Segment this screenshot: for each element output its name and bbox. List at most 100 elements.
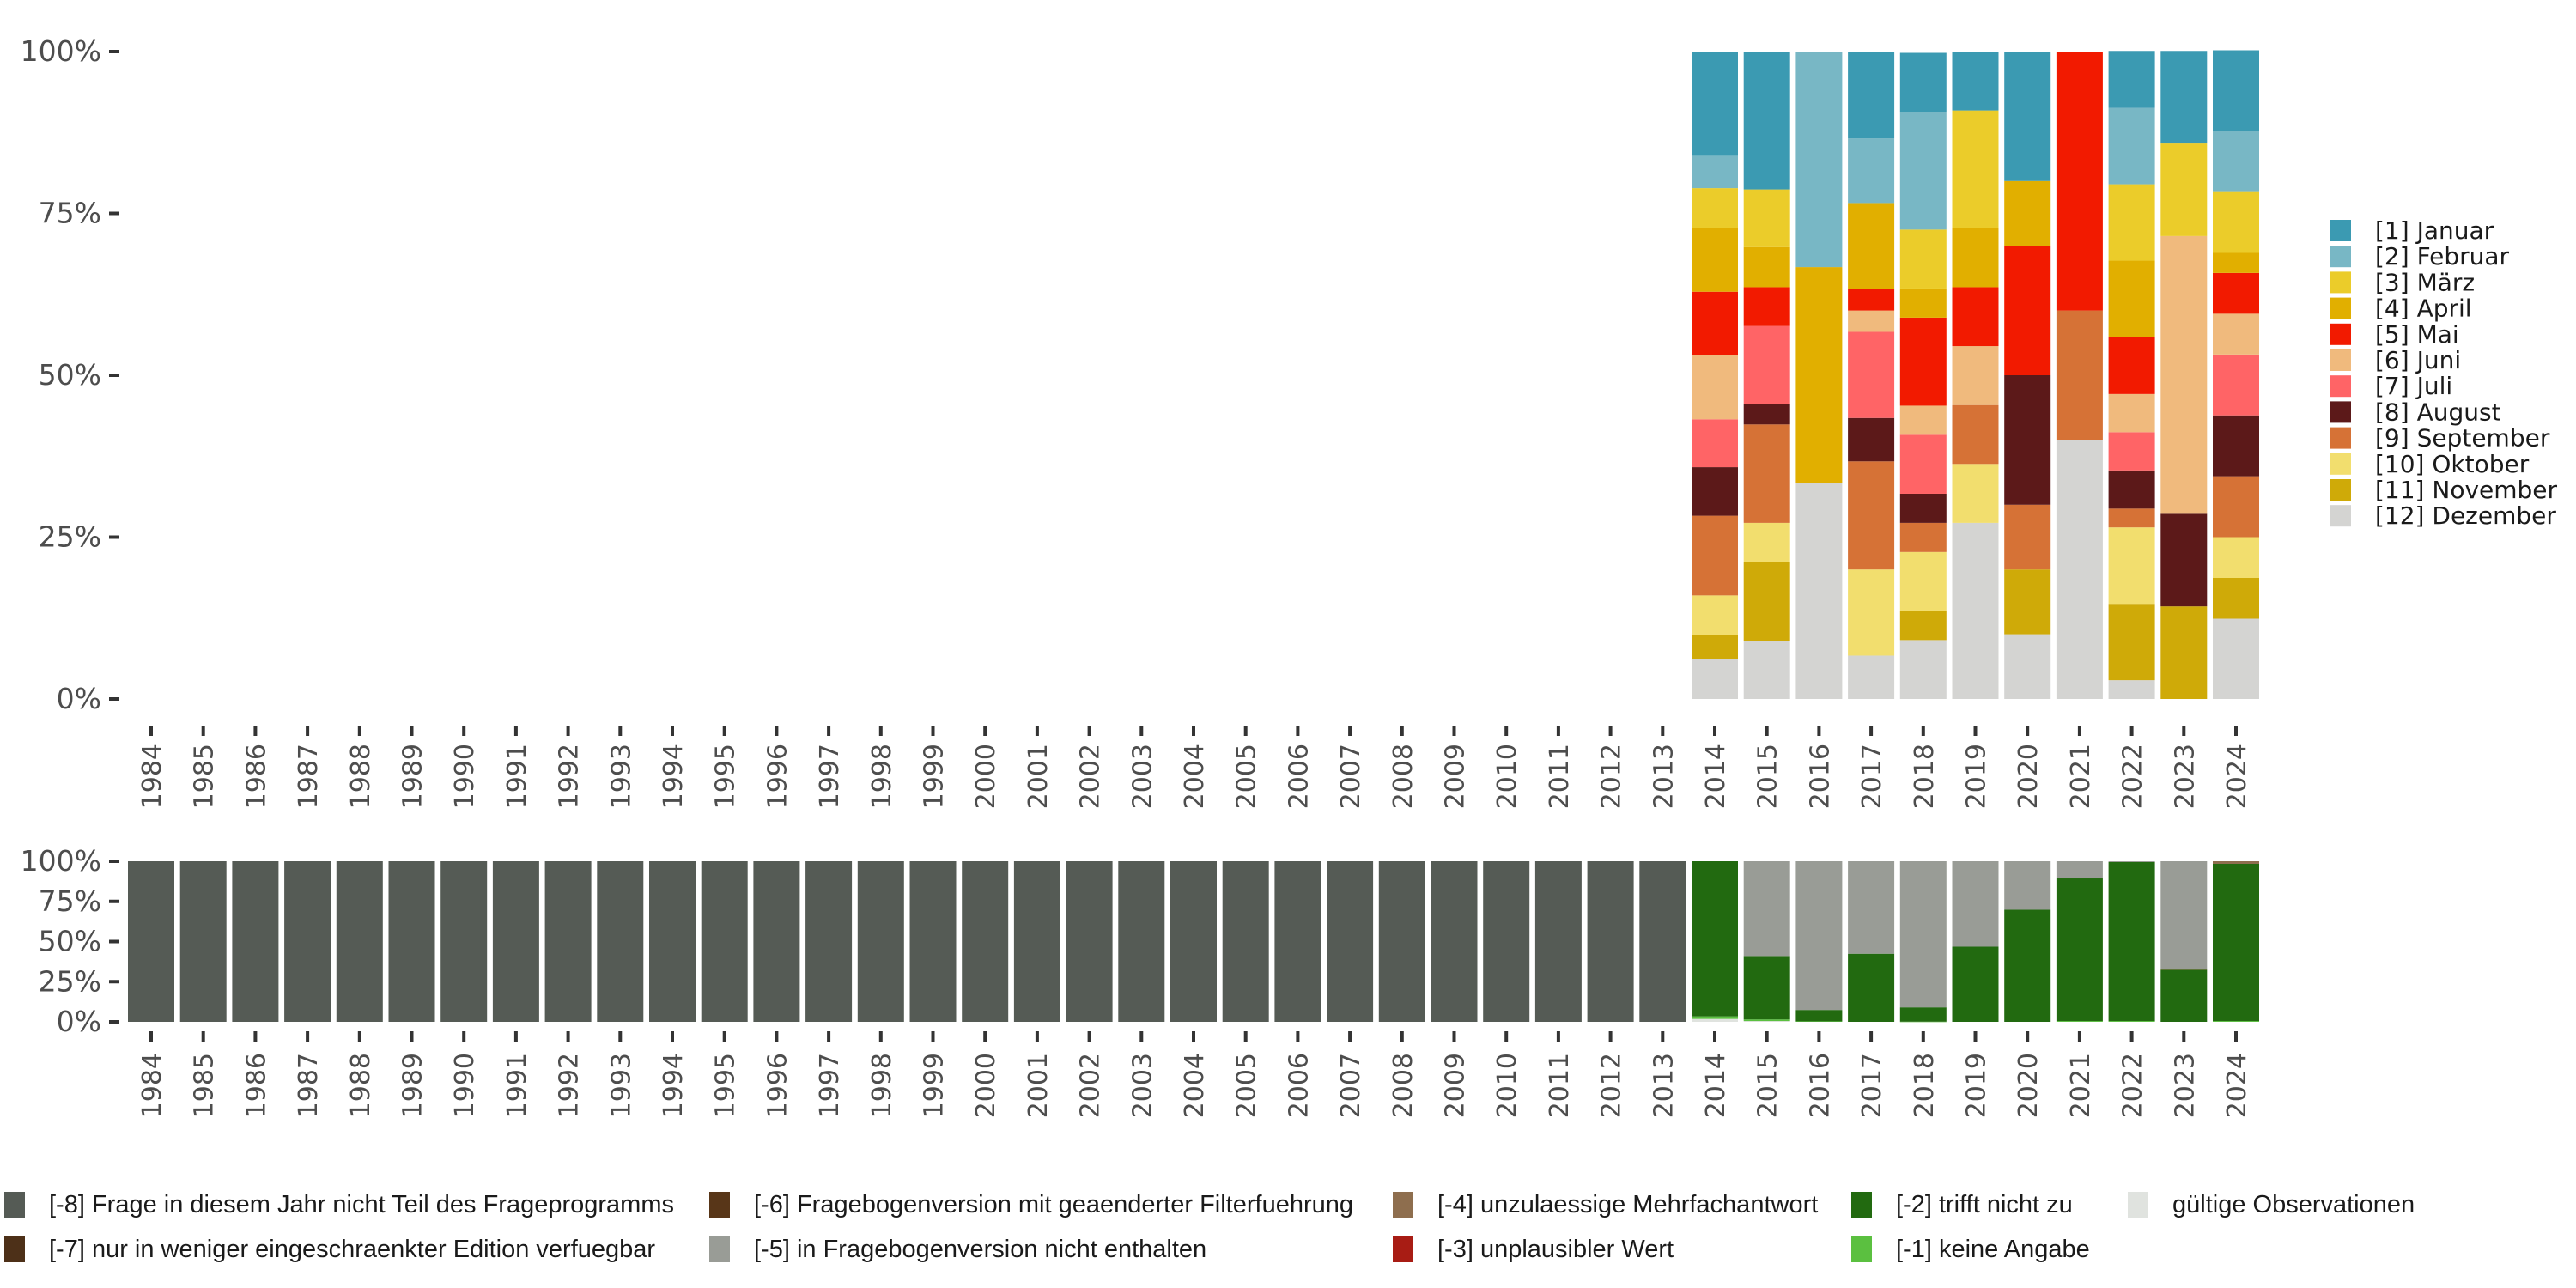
y-tick-label: 25%	[39, 520, 101, 554]
bar-segment	[1066, 861, 1113, 1022]
x-tick-label: 1985	[190, 744, 220, 809]
legend-item: [-2] trifft nicht zu	[1851, 1191, 2073, 1218]
bar-segment	[1743, 562, 1790, 641]
x-tick-label: 1996	[762, 744, 793, 809]
y-tick-label: 50%	[39, 925, 101, 958]
bar-segment	[1587, 861, 1634, 1022]
bar-segment	[1743, 424, 1790, 523]
x-tick-label: 2019	[1962, 1053, 1992, 1118]
legend-item: [-1] keine Angabe	[1851, 1236, 2090, 1263]
x-tick-label: 1991	[502, 744, 532, 809]
bar-segment	[1899, 640, 1947, 699]
legend-item: [-3] unplausibler Wert	[1393, 1236, 1674, 1263]
legend-label: [10] Oktober	[2375, 450, 2530, 478]
bar-segment	[2056, 310, 2103, 440]
x-tick-label: 2009	[1441, 1053, 1471, 1118]
x-tick-label: 1990	[450, 744, 480, 809]
bar-segment	[2213, 863, 2259, 1022]
x-tick-label: 2012	[1597, 1053, 1627, 1118]
bar-segment	[1743, 861, 1790, 957]
bar-segment	[1899, 112, 1947, 230]
legend-label: [7] Juli	[2375, 372, 2452, 400]
bar-segment	[2108, 604, 2155, 681]
x-tick-label: 1992	[555, 744, 585, 809]
bar-segment	[1743, 522, 1790, 562]
bar-segment	[2108, 1021, 2155, 1022]
bar-segment	[1692, 467, 1738, 516]
bar-segment	[2213, 578, 2259, 619]
x-tick-label: 2017	[1857, 744, 1887, 809]
y-tick-label: 100%	[21, 34, 101, 68]
legend-key	[2330, 220, 2351, 241]
bar-segment	[1170, 861, 1217, 1022]
x-tick-label: 2015	[1753, 1053, 1783, 1118]
x-tick-label: 2003	[1127, 1053, 1157, 1118]
bar-segment	[1848, 655, 1895, 699]
legend-label: gültige Observationen	[2172, 1190, 2415, 1218]
legend-label: [8] August	[2375, 398, 2501, 426]
y-tick-label: 0%	[57, 1005, 101, 1038]
legend-label: [12] Dezember	[2375, 501, 2556, 530]
bar-segment	[1743, 52, 1790, 190]
x-tick-label: 1984	[137, 744, 167, 809]
bar-segment	[1899, 551, 1947, 611]
x-tick-label: 2009	[1441, 744, 1471, 809]
y-tick-label: 25%	[39, 964, 101, 998]
legend-key	[2330, 297, 2351, 319]
x-tick-label: 2016	[1805, 744, 1835, 809]
bar-segment	[2004, 861, 2051, 910]
bar-segment	[1743, 246, 1790, 288]
bar-segment	[2004, 504, 2051, 570]
bar-segment	[1795, 267, 1843, 483]
bar-segment	[1795, 1010, 1843, 1022]
bar-segment	[1743, 956, 1790, 1020]
bar-segment	[2004, 246, 2051, 375]
bar-segment	[1899, 611, 1947, 641]
bar-segment	[2108, 337, 2155, 394]
y-tick-label: 75%	[39, 197, 101, 230]
bar-segment	[2108, 861, 2155, 1022]
x-tick-label: 2001	[1024, 1053, 1054, 1118]
bar-segment	[2160, 51, 2208, 144]
bar-segment	[2160, 235, 2208, 514]
bar-segment	[2213, 1021, 2259, 1022]
x-tick-label: 2014	[1701, 1053, 1731, 1118]
bar-segment	[1952, 346, 1999, 405]
x-tick-label: 2005	[1232, 1053, 1262, 1118]
x-tick-label: 1987	[294, 744, 324, 809]
bar-segment	[1692, 515, 1738, 596]
bar-segment	[179, 861, 227, 1022]
x-tick-label: 2008	[1388, 1053, 1419, 1118]
bar-segment	[1952, 522, 1999, 699]
bar-segment	[1431, 861, 1478, 1022]
bar-segment	[1899, 493, 1947, 523]
legend-item: [-4] unzulaessige Mehrfachantwort	[1393, 1191, 1818, 1218]
x-tick-label: 2011	[1545, 744, 1575, 809]
legend-key	[4, 1192, 25, 1218]
bar-segment	[1743, 404, 1790, 425]
x-tick-label: 2000	[971, 1053, 1001, 1118]
bar-segment	[1848, 203, 1895, 289]
bar-segment	[1848, 138, 1895, 204]
bar-segment	[1692, 861, 1738, 1017]
legend-label: [11] November	[2375, 476, 2558, 504]
legend-label: [2] Februar	[2375, 242, 2510, 270]
bar-segment	[388, 861, 435, 1022]
legend-key	[2330, 479, 2351, 501]
x-tick-label: 1994	[659, 744, 689, 809]
bar-segment	[1795, 483, 1843, 699]
legend-label: [-6] Fragebogenversion mit geaenderter F…	[754, 1190, 1353, 1218]
x-tick-label: 1996	[762, 1053, 793, 1118]
bar-segment	[2160, 513, 2208, 607]
legend-key	[2330, 453, 2351, 475]
bar-segment	[2213, 537, 2259, 579]
x-tick-label: 1993	[606, 1053, 636, 1118]
bar-segment	[1899, 52, 1947, 112]
legend-key	[2330, 271, 2351, 294]
legend-item: [-7] nur in weniger eingeschraenkter Edi…	[4, 1236, 655, 1263]
bar-segment	[1274, 861, 1321, 1022]
legend-key	[1393, 1192, 1413, 1218]
legend-label: [-8] Frage in diesem Jahr nicht Teil des…	[49, 1190, 674, 1218]
bar-segment	[1743, 325, 1790, 404]
bar-segment	[2004, 375, 2051, 505]
